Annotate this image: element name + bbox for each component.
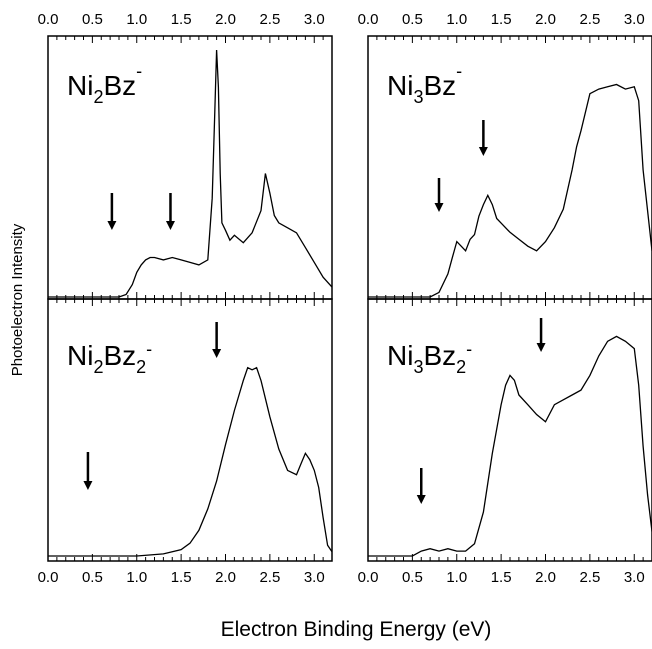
arrow-marker (479, 120, 488, 156)
label-subscript: 2 (93, 87, 103, 107)
spectrum-line (368, 85, 652, 298)
arrow-head (479, 147, 488, 156)
panel-4: 0.0 0.5 1.0 1.5 2.0 2.5 3.0 Ni3Bz2- (358, 299, 652, 586)
label-subscript: 3 (413, 357, 423, 377)
x-tick-label: 2.5 (259, 11, 280, 28)
label-text: Bz (103, 70, 136, 101)
panel-label: Ni2Bz2- (67, 339, 152, 377)
x-tick-label: 0.5 (82, 11, 103, 28)
x-tick-label: 0.0 (38, 11, 59, 28)
x-tick-label: 0.0 (358, 569, 379, 586)
arrow-marker (212, 322, 221, 358)
label-subscript: 3 (413, 87, 423, 107)
label-superscript: - (146, 339, 152, 359)
panel-label: Ni2Bz- (67, 61, 142, 107)
x-tick-label: 3.0 (304, 569, 325, 586)
x-tick-label: 1.5 (171, 11, 192, 28)
arrow-head (417, 495, 426, 504)
x-tick-label: 2.5 (579, 11, 600, 28)
arrow-head (537, 343, 546, 352)
arrow-head (107, 221, 116, 230)
arrow-marker (166, 193, 175, 230)
spectrum-line (48, 368, 332, 556)
arrow-head (212, 349, 221, 358)
x-tick-label: 1.0 (126, 11, 147, 28)
label-subscript: 2 (456, 357, 466, 377)
label-text: Bz (423, 340, 456, 371)
panel-2: 0.0 0.5 1.0 1.5 2.0 2.5 3.0 Ni3Bz- (358, 11, 652, 299)
x-tick-label: 0.5 (402, 569, 423, 586)
label-text: Bz (423, 70, 456, 101)
x-tick-label: 2.0 (215, 11, 236, 28)
label-superscript: - (456, 61, 462, 81)
label-subscript: 2 (93, 357, 103, 377)
x-tick-label: 2.0 (535, 569, 556, 586)
label-text: Ni (387, 70, 413, 101)
label-superscript: - (136, 61, 142, 81)
x-tick-label: 0.5 (402, 11, 423, 28)
label-text: Ni (67, 70, 93, 101)
arrow-marker (435, 178, 444, 212)
panel-frame (368, 299, 652, 561)
x-tick-label: 1.0 (446, 569, 467, 586)
x-tick-label: 2.5 (579, 569, 600, 586)
x-tick-label: 3.0 (624, 569, 645, 586)
arrow-marker (107, 193, 116, 230)
x-tick-label: 0.0 (358, 11, 379, 28)
label-subscript: 2 (136, 357, 146, 377)
label-text: Ni (67, 340, 93, 371)
x-tick-label: 0.0 (38, 569, 59, 586)
panel-label: Ni3Bz2- (387, 339, 472, 377)
arrow-head (166, 221, 175, 230)
label-text: Ni (387, 340, 413, 371)
arrow-head (83, 481, 92, 490)
x-tick-label: 1.0 (126, 569, 147, 586)
arrow-head (435, 203, 444, 212)
arrow-marker (417, 468, 426, 504)
x-tick-label: 2.5 (259, 569, 280, 586)
x-tick-label: 1.0 (446, 11, 467, 28)
x-tick-label: 3.0 (624, 11, 645, 28)
x-tick-label: 2.0 (535, 11, 556, 28)
x-tick-label: 3.0 (304, 11, 325, 28)
panel-label: Ni3Bz- (387, 61, 462, 107)
x-tick-label: 1.5 (171, 569, 192, 586)
x-axis-label: Electron Binding Energy (eV) (221, 618, 492, 641)
label-superscript: - (466, 339, 472, 359)
y-axis-label: Photoelectron Intensity (9, 223, 26, 376)
x-tick-label: 2.0 (215, 569, 236, 586)
x-tick-label: 1.5 (491, 11, 512, 28)
x-tick-label: 1.5 (491, 569, 512, 586)
panel-frame (48, 299, 332, 561)
arrow-marker (83, 452, 92, 490)
label-text: Bz (103, 340, 136, 371)
panel-1: 0.0 0.5 1.0 1.5 2.0 2.5 3.0 Ni2Bz- (38, 11, 332, 299)
arrow-marker (537, 318, 546, 352)
x-tick-label: 0.5 (82, 569, 103, 586)
